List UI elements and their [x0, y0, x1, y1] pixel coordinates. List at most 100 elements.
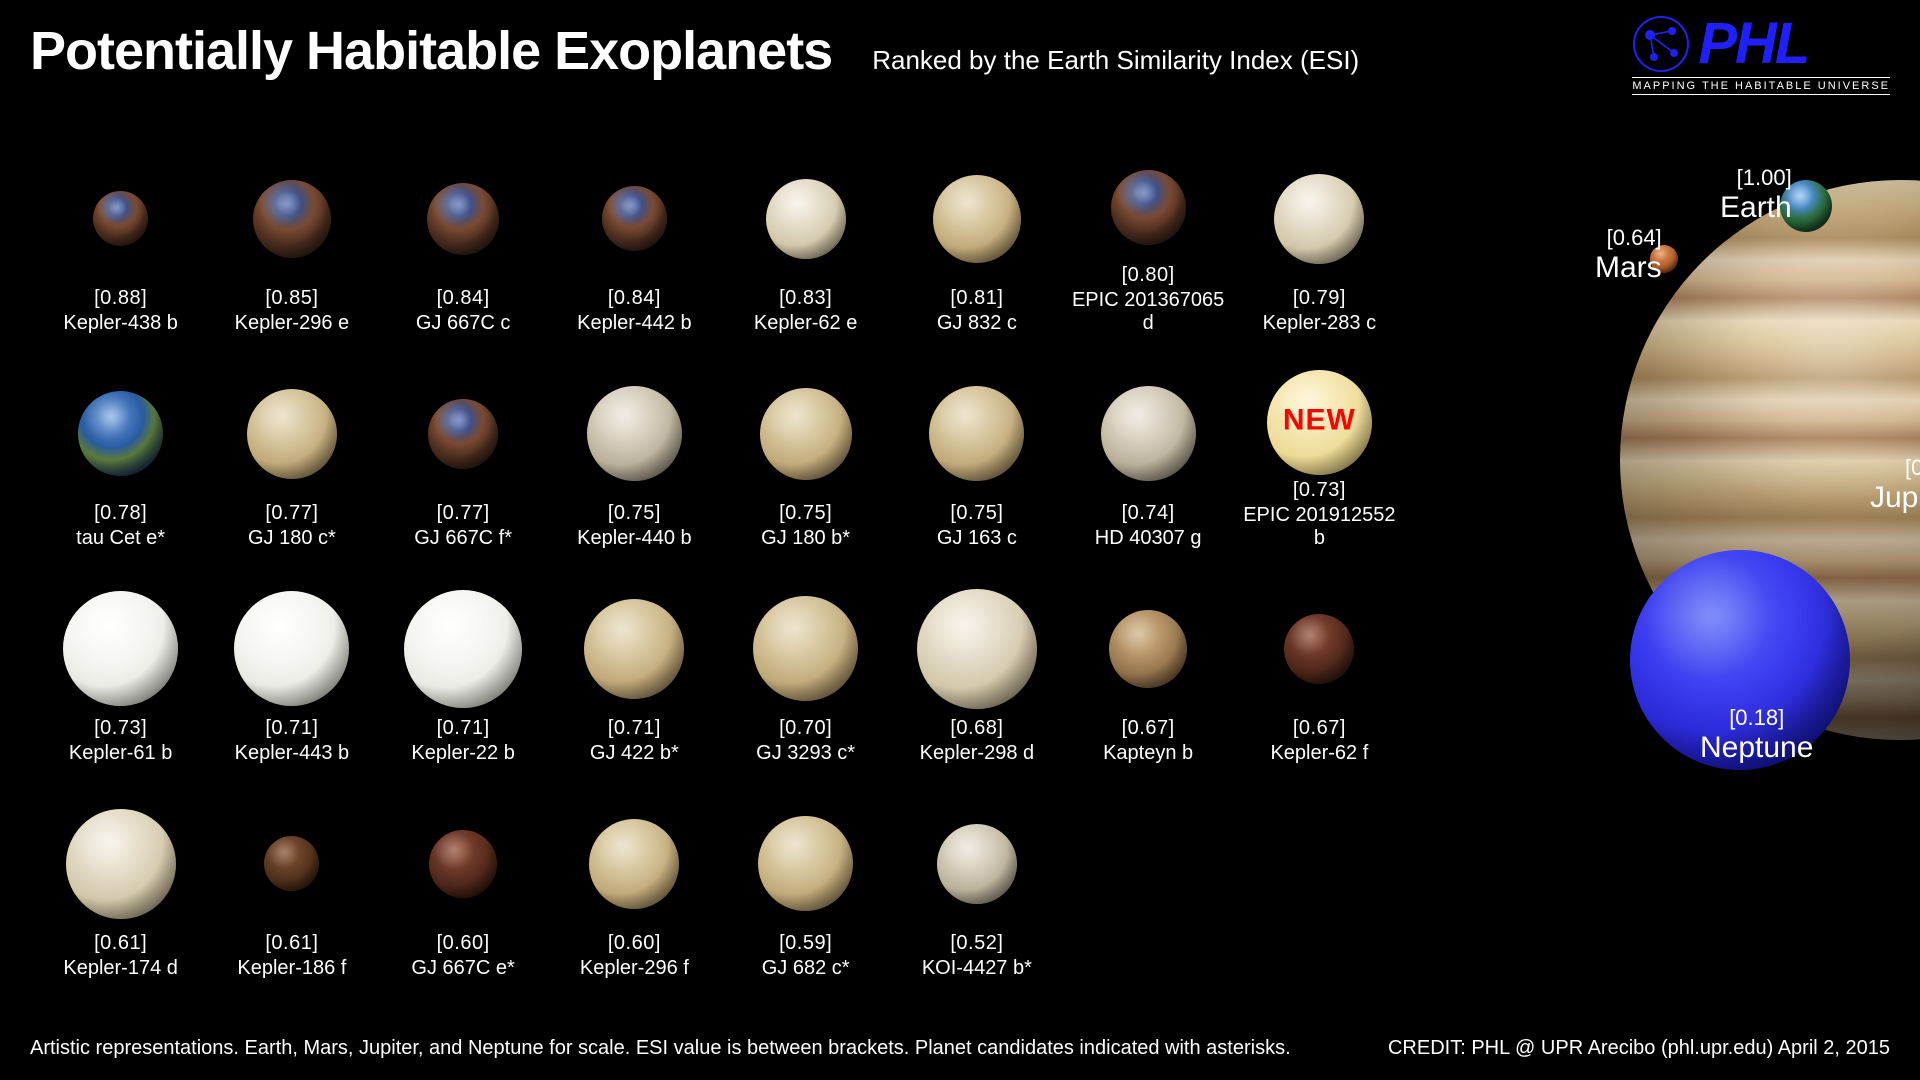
- planet-sphere: [66, 809, 176, 919]
- planet-esi: [0.71]: [235, 717, 350, 740]
- page-title: Potentially Habitable Exoplanets: [30, 20, 832, 82]
- planet-esi: [0.75]: [761, 502, 850, 525]
- planet-esi: [0.83]: [754, 287, 857, 310]
- planet-esi: [0.78]: [76, 502, 165, 525]
- planet-name: Kepler-443 b: [235, 742, 350, 765]
- planet-name: Kepler-283 c: [1263, 312, 1376, 335]
- planet-sphere: [589, 819, 679, 909]
- planet-cell: [0.61]Kepler-186 f: [211, 795, 372, 980]
- planet-cell: [0.71]Kepler-443 b: [211, 580, 372, 765]
- planet-esi: [0.84]: [577, 287, 692, 310]
- planet-name: GJ 180 b*: [761, 527, 850, 550]
- phl-logo-text: PHL: [1698, 15, 1808, 73]
- phl-logo-tagline: MAPPING THE HABITABLE UNIVERSE: [1632, 77, 1890, 95]
- planet-esi: [0.67]: [1270, 717, 1368, 740]
- ref-label-jupiter: [0.12]Jupiter: [1870, 455, 1920, 515]
- planet-sphere: [760, 388, 852, 480]
- planet-sphere: [584, 599, 684, 699]
- planet-cell: [0.67]Kepler-62 f: [1239, 580, 1400, 765]
- planet-esi: [0.71]: [411, 717, 514, 740]
- ref-label-mars: [0.64]Mars: [1595, 225, 1662, 285]
- planet-sphere: [63, 591, 178, 706]
- footer-credit: CREDIT: PHL @ UPR Arecibo (phl.upr.edu) …: [1388, 1037, 1890, 1060]
- footer-note: Artistic representations. Earth, Mars, J…: [30, 1037, 1291, 1060]
- ref-label-earth: [1.00]Earth: [1720, 165, 1792, 225]
- planet-sphere: [234, 591, 349, 706]
- planet-sphere: [78, 391, 163, 476]
- planet-sphere: [93, 191, 148, 246]
- planet-name: GJ 3293 c*: [756, 742, 855, 765]
- planet-esi: [0.79]: [1263, 287, 1376, 310]
- reference-panel: [1.00]Earth[0.64]Mars[0.12]Jupiter[0.18]…: [1400, 150, 1900, 930]
- ref-esi: [0.12]: [1870, 455, 1920, 481]
- planet-name: Kepler-61 b: [69, 742, 172, 765]
- planet-name: KOI-4427 b*: [922, 957, 1032, 980]
- planet-sphere: [264, 836, 319, 891]
- planet-cell: [0.52]KOI-4427 b*: [896, 795, 1057, 980]
- planet-name: Kepler-62 e: [754, 312, 857, 335]
- planet-sphere: [587, 386, 682, 481]
- planet-esi: [0.77]: [248, 502, 336, 525]
- planet-cell: [0.84]GJ 667C c: [383, 150, 544, 335]
- planet-cell: [0.77]GJ 180 c*: [211, 365, 372, 550]
- planet-esi: [0.74]: [1095, 502, 1202, 525]
- planet-esi: [0.75]: [937, 502, 1017, 525]
- planet-name: tau Cet e*: [76, 527, 165, 550]
- planet-name: GJ 832 c: [937, 312, 1017, 335]
- planet-esi: [0.84]: [416, 287, 510, 310]
- planet-cell: [0.61]Kepler-174 d: [40, 795, 201, 980]
- new-tag: NEW: [1283, 403, 1356, 437]
- planet-sphere: [933, 175, 1021, 263]
- planet-cell: [0.71]Kepler-22 b: [383, 580, 544, 765]
- planet-name: Kepler-442 b: [577, 312, 692, 335]
- planet-sphere: [429, 830, 497, 898]
- ref-name: Earth: [1720, 191, 1792, 225]
- planet-cell: [0.85]Kepler-296 e: [211, 150, 372, 335]
- planet-cell: [0.83]Kepler-62 e: [725, 150, 886, 335]
- planet-name: Kepler-22 b: [411, 742, 514, 765]
- planet-esi: [0.67]: [1103, 717, 1193, 740]
- planet-sphere: [766, 179, 846, 259]
- phl-logo: PHL MAPPING THE HABITABLE UNIVERSE: [1632, 15, 1890, 95]
- planet-cell: [0.70]GJ 3293 c*: [725, 580, 886, 765]
- planet-cell: [0.74]HD 40307 g: [1068, 365, 1229, 550]
- planet-sphere: [753, 596, 858, 701]
- planet-esi: [0.68]: [920, 717, 1035, 740]
- planet-cell: [0.80]EPIC 201367065 d: [1068, 150, 1229, 335]
- planet-name: GJ 163 c: [937, 527, 1017, 550]
- planet-cell: [0.84]Kepler-442 b: [554, 150, 715, 335]
- planet-cell: [0.59]GJ 682 c*: [725, 795, 886, 980]
- planet-sphere: [1101, 386, 1196, 481]
- planet-cell: [0.78]tau Cet e*: [40, 365, 201, 550]
- planet-name: GJ 180 c*: [248, 527, 336, 550]
- planet-cell: [0.60]Kepler-296 f: [554, 795, 715, 980]
- phl-logo-icon: [1632, 15, 1690, 73]
- planet-name: Kepler-62 f: [1270, 742, 1368, 765]
- planet-name: Kepler-174 d: [63, 957, 178, 980]
- planet-name: Kepler-438 b: [63, 312, 178, 335]
- ref-name: Neptune: [1700, 731, 1813, 765]
- ref-esi: [1.00]: [1720, 165, 1792, 191]
- planet-sphere: [404, 590, 522, 708]
- planet-esi: [0.70]: [756, 717, 855, 740]
- planet-esi: [0.59]: [762, 932, 850, 955]
- planet-name: Kepler-298 d: [920, 742, 1035, 765]
- planet-sphere: [937, 824, 1017, 904]
- planet-esi: [0.85]: [235, 287, 350, 310]
- planet-cell: [0.81]GJ 832 c: [896, 150, 1057, 335]
- planet-sphere: [602, 186, 667, 251]
- planet-name: GJ 667C c: [416, 312, 510, 335]
- planet-esi: [0.52]: [922, 932, 1032, 955]
- planet-sphere: [253, 180, 331, 258]
- planet-esi: [0.77]: [414, 502, 512, 525]
- planet-esi: [0.60]: [580, 932, 689, 955]
- planet-sphere: [428, 399, 498, 469]
- planet-name: Kepler-186 f: [237, 957, 346, 980]
- planet-esi: [0.88]: [63, 287, 178, 310]
- planet-sphere: [1284, 614, 1354, 684]
- planet-sphere: [1109, 610, 1187, 688]
- planet-esi: [0.75]: [577, 502, 692, 525]
- ref-name: Mars: [1595, 251, 1662, 285]
- planet-cell: [0.75]Kepler-440 b: [554, 365, 715, 550]
- planet-cell: [0.79]Kepler-283 c: [1239, 150, 1400, 335]
